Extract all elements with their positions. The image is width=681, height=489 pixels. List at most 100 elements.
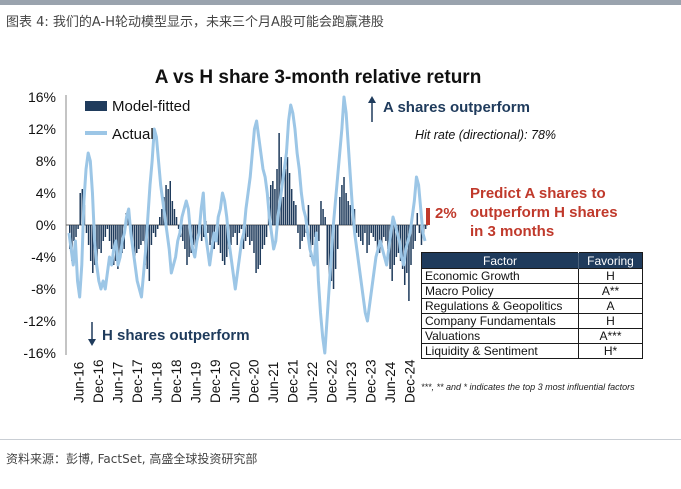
- factor-cell: Valuations: [421, 328, 579, 344]
- model-fitted-bar: [263, 225, 266, 245]
- y-tick-label: -4%: [31, 249, 56, 265]
- model-fitted-bar: [328, 225, 331, 277]
- factor-cell: Company Fundamentals: [421, 313, 579, 329]
- model-fitted-bar: [320, 201, 322, 225]
- model-fitted-bar: [374, 225, 377, 241]
- model-fitted-bar: [96, 225, 98, 261]
- model-fitted-bar: [276, 169, 278, 225]
- model-fitted-bar: [257, 225, 259, 269]
- model-fitted-bar: [332, 225, 335, 289]
- model-fitted-bar: [272, 181, 274, 225]
- predict-text-line-2: outperform H shares: [470, 204, 618, 221]
- model-fitted-bar: [309, 225, 312, 257]
- model-fitted-bar: [313, 225, 316, 237]
- model-fitted-bar: [161, 209, 163, 225]
- chart-canvas: A vs H share 3-month relative return 16%…: [23, 67, 635, 403]
- model-fitted-bar: [408, 225, 410, 301]
- model-fitted-bar: [318, 225, 320, 241]
- model-fitted-bar: [194, 225, 197, 253]
- model-fitted-bar: [269, 185, 272, 225]
- model-fitted-bar: [230, 225, 232, 245]
- x-tick-label: Dec-22: [325, 359, 340, 403]
- model-fitted-bar: [77, 225, 79, 229]
- model-fitted-bar: [274, 189, 276, 225]
- model-fitted-bar: [380, 225, 383, 245]
- model-fitted-bar: [92, 225, 94, 273]
- model-fitted-bar: [326, 225, 329, 265]
- model-fitted-bar: [410, 225, 412, 265]
- model-fitted-bar: [301, 225, 303, 241]
- model-fitted-bar: [87, 225, 90, 245]
- x-tick-label: Jun-22: [305, 362, 320, 403]
- model-fitted-bar: [334, 225, 337, 269]
- x-tick-label: Jun-19: [188, 362, 203, 403]
- model-fitted-bar: [261, 225, 264, 249]
- x-tick-label: Dec-20: [247, 359, 262, 403]
- model-fitted-bar: [416, 213, 419, 225]
- x-tick-label: Jun-21: [266, 362, 281, 403]
- favoring-cell: A**: [578, 283, 643, 299]
- source-note: 资料来源：彭博, FactSet, 高盛全球投资研究部: [6, 452, 258, 466]
- predict-value: 2%: [435, 205, 457, 222]
- model-fitted-bar: [138, 225, 140, 249]
- model-fitted-bar: [284, 169, 287, 225]
- model-fitted-bar: [418, 225, 421, 233]
- model-fitted-bar: [303, 225, 305, 237]
- up-arrow-head-icon: [368, 96, 376, 103]
- model-fitted-bar: [249, 225, 251, 245]
- model-fitted-bar: [133, 225, 136, 257]
- x-tick-label: Jun-24: [383, 361, 398, 403]
- legend-label-actual: Actual: [112, 126, 154, 143]
- model-fitted-bar: [244, 225, 247, 241]
- model-fitted-bar: [108, 225, 111, 241]
- y-tick-label: -16%: [23, 345, 56, 361]
- model-fitted-bar: [150, 225, 153, 245]
- down-arrow-head-icon: [88, 339, 96, 346]
- model-fitted-bar: [98, 225, 100, 249]
- model-fitted-bar: [142, 225, 144, 241]
- model-fitted-bar: [259, 225, 262, 265]
- model-fitted-bar: [366, 225, 368, 253]
- model-fitted-bar: [192, 225, 195, 245]
- model-fitted-bar: [85, 225, 88, 233]
- factor-table: Factor Favoring Economic Growth H Macro …: [421, 252, 643, 359]
- a-outperform-label: A shares outperform: [383, 99, 530, 116]
- model-fitted-bar: [159, 217, 161, 225]
- model-fitted-bar: [156, 225, 159, 229]
- model-fitted-bar: [393, 225, 396, 265]
- model-fitted-bar: [364, 225, 366, 233]
- model-fitted-bar: [152, 225, 155, 233]
- x-tick-label: Jun-17: [111, 362, 126, 403]
- model-fitted-bar: [226, 225, 228, 257]
- x-tick-label: Jun-16: [72, 362, 87, 403]
- model-fitted-bar: [391, 225, 393, 281]
- favoring-cell: A: [578, 298, 643, 314]
- model-fitted-bar: [288, 173, 291, 225]
- model-fitted-bar: [184, 225, 186, 249]
- model-fitted-bar: [251, 225, 253, 241]
- model-fitted-bar: [79, 193, 81, 225]
- model-fitted-bar: [362, 225, 364, 245]
- table-row: Macro Policy A**: [421, 283, 643, 299]
- x-tick-label: Dec-19: [208, 359, 223, 403]
- chart-title: A vs H share 3-month relative return: [155, 67, 482, 88]
- model-fitted-bar: [165, 185, 167, 225]
- y-tick-label: -8%: [31, 281, 56, 297]
- model-fitted-bar: [290, 189, 293, 225]
- model-fitted-bar: [119, 225, 121, 257]
- model-fitted-bar: [209, 225, 211, 245]
- model-fitted-bar: [339, 197, 341, 225]
- model-fitted-bar: [282, 197, 285, 225]
- x-tick-label: Jun-20: [227, 362, 242, 403]
- model-fitted-bar: [372, 225, 375, 237]
- model-fitted-bar: [104, 225, 107, 237]
- bottom-rule: [0, 439, 681, 440]
- legend-label-model-fitted: Model-fitted: [112, 98, 190, 115]
- y-tick-label: 12%: [28, 121, 56, 137]
- model-fitted-bar: [336, 225, 339, 249]
- model-fitted-bar: [148, 225, 151, 281]
- model-fitted-bar: [401, 225, 404, 269]
- factor-header: Factor: [421, 252, 579, 269]
- h-outperform-label: H shares outperform: [102, 327, 250, 344]
- model-fitted-bar: [71, 225, 73, 261]
